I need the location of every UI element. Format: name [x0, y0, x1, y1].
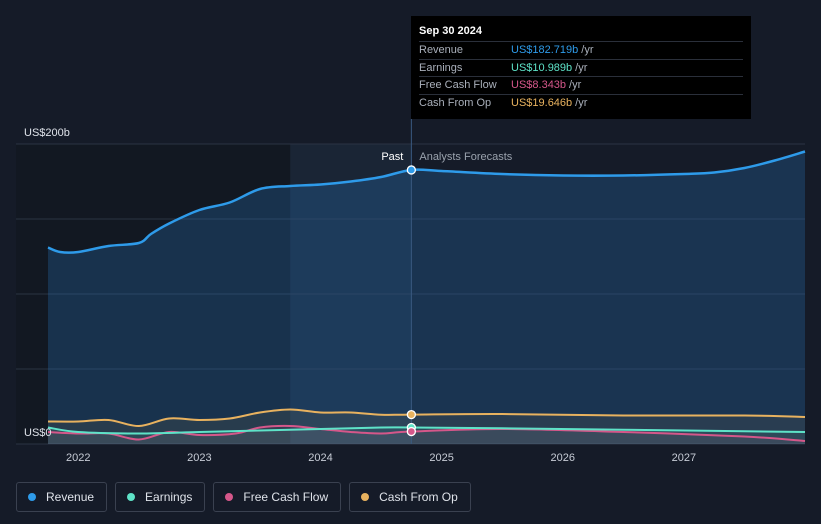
free-cash-flow-point: [406, 426, 417, 437]
x-tick-label: 2027: [672, 452, 696, 464]
legend-label: Cash From Op: [379, 490, 458, 504]
revenue-area: [48, 151, 805, 444]
earnings-line: [47, 426, 806, 435]
chart-svg: US$200b US$0 Past Analysts Forecasts 2022 202…: [16, 119, 806, 464]
x-tick-label: 2024: [308, 452, 332, 464]
tooltip-value: US$182.719b: [511, 44, 579, 57]
tooltip-value: US$10.989b: [511, 61, 573, 74]
x-tick-label: 2023: [187, 452, 211, 464]
tooltip-label: Earnings: [419, 61, 463, 74]
tooltip-row-revenue: Revenue US$182.719b /yr: [419, 41, 743, 59]
past-label: Past: [381, 151, 403, 163]
legend-label: Earnings: [145, 490, 193, 504]
legend-label: Revenue: [46, 490, 95, 504]
tooltip-row-free-cash-flow: Free Cash Flow US$8.343b /yr: [419, 76, 743, 94]
revenue-dot-icon: [28, 493, 36, 501]
tooltip-label: Cash From Op: [419, 96, 492, 109]
revenue-line: [47, 150, 806, 254]
x-tick-label: 2022: [66, 452, 90, 464]
tooltip-unit: /yr: [575, 61, 588, 74]
legend-earnings-button[interactable]: Earnings: [115, 482, 206, 512]
legend-free-cash-flow-button[interactable]: Free Cash Flow: [213, 482, 342, 512]
cash-from-op-point: [406, 409, 417, 420]
tooltip-row-cash-from-op: Cash From Op US$19.646b /yr: [419, 93, 743, 112]
tooltip-row-earnings: Earnings US$10.989b /yr: [419, 58, 743, 77]
data-tooltip: Sep 30 2024 Revenue US$182.719b /yr Earn…: [411, 16, 751, 119]
tooltip-label: Revenue: [419, 44, 464, 57]
y-axis-label-zero: US$0: [24, 427, 52, 439]
tooltip-unit: /yr: [581, 44, 594, 57]
forecast-label: Analysts Forecasts: [419, 151, 512, 163]
chart-legend: Revenue Earnings Free Cash Flow Cash Fro…: [16, 482, 471, 512]
x-tick-label: 2026: [551, 452, 575, 464]
cash-from-op-line: [47, 408, 806, 428]
x-tick-label: 2025: [429, 452, 453, 464]
legend-revenue-button[interactable]: Revenue: [16, 482, 108, 512]
legend-cash-from-op-button[interactable]: Cash From Op: [349, 482, 471, 512]
free-cash-flow-line: [47, 424, 806, 442]
tooltip-label: Free Cash Flow: [419, 79, 497, 92]
tooltip-unit: /yr: [569, 79, 582, 92]
tooltip-value: US$19.646b: [511, 96, 573, 109]
earnings-dot-icon: [127, 493, 136, 501]
legend-label: Free Cash Flow: [243, 490, 329, 504]
y-axis-label-top: US$200b: [24, 127, 70, 139]
free-cash-flow-dot-icon: [225, 493, 234, 501]
revenue-point: [406, 165, 417, 175]
free-cash-flow-area: [48, 425, 805, 444]
cash-from-op-dot-icon: [361, 493, 370, 501]
tooltip-date: Sep 30 2024: [419, 25, 482, 37]
tooltip-unit: /yr: [575, 96, 588, 109]
tooltip-value: US$8.343b: [511, 79, 567, 92]
